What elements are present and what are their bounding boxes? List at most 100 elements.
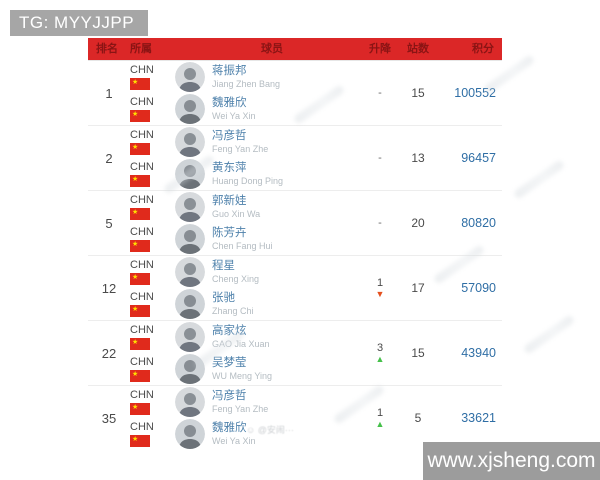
player-avatar [175, 419, 205, 449]
header-change: 升降 [369, 43, 391, 55]
table-row: 35 CHN ★ 冯彦哲 Feng Yan Zhe [88, 386, 502, 450]
affiliation: CHN ★ [130, 194, 170, 220]
player-avatar [175, 322, 205, 352]
player-pair: CHN ★ 冯彦哲 Feng Yan Zhe CHN ★ [130, 386, 362, 450]
rank-value: 35 [101, 410, 117, 426]
player-name-pinyin: Wei Ya Xin [212, 435, 256, 446]
china-flag-icon: ★ [130, 143, 150, 155]
rank-value: 5 [105, 215, 113, 231]
player-name-cn: 郭新娃 [212, 194, 247, 207]
change-value: 1 [376, 407, 384, 419]
player: CHN ★ 郭新娃 Guo Xin Wa [130, 191, 362, 223]
player-names: 程星 Cheng Xing [212, 260, 259, 285]
ranking-table: 排名 所属 球员 升降 站数 积分 1 CHN ★ [88, 38, 502, 450]
country-code: CHN [130, 226, 154, 238]
table-header-row: 排名 所属 球员 升降 站数 积分 [88, 38, 502, 60]
points-value: 80820 [461, 216, 496, 230]
player-pair: CHN ★ 蒋振邦 Jiang Zhen Bang CHN ★ [130, 61, 362, 125]
stops-value: 15 [411, 86, 425, 100]
table-row: 12 CHN ★ 程星 Cheng Xing [88, 256, 502, 321]
china-flag-icon: ★ [130, 78, 150, 90]
watermark-smudge [522, 314, 576, 355]
player-name-cn: 陈芳卉 [212, 226, 247, 239]
player-pair: CHN ★ 程星 Cheng Xing CHN ★ [130, 256, 362, 320]
header-stops: 站数 [407, 43, 429, 55]
china-flag-icon: ★ [130, 403, 150, 415]
tg-watermark-badge: TG: MYYJJPP [10, 10, 148, 36]
stops-value: 17 [411, 281, 425, 295]
stops-value: 20 [411, 216, 425, 230]
player-name-pinyin: Jiang Zhen Bang [212, 78, 281, 89]
player-name-pinyin: Wei Ya Xin [212, 110, 256, 121]
player: CHN ★ 魏雅欣 Wei Ya Xin [130, 418, 362, 450]
rank-value: 1 [105, 85, 113, 101]
china-flag-icon: ★ [130, 240, 150, 252]
player: CHN ★ 冯彦哲 Feng Yan Zhe [130, 386, 362, 418]
player-avatar [175, 289, 205, 319]
player-name-pinyin: Guo Xin Wa [212, 208, 261, 219]
rank-value: 12 [101, 280, 117, 296]
country-code: CHN [130, 421, 154, 433]
header-player: 球员 [261, 43, 283, 55]
player: CHN ★ 吴梦莹 WU Meng Ying [130, 353, 362, 385]
player-name-pinyin: Huang Dong Ping [212, 175, 284, 186]
player: CHN ★ 魏雅欣 Wei Ya Xin [130, 93, 362, 125]
player: CHN ★ 黄东萍 Huang Dong Ping [130, 158, 362, 190]
affiliation: CHN ★ [130, 421, 170, 447]
stops-value: 13 [411, 151, 425, 165]
china-flag-icon: ★ [130, 435, 150, 447]
player-avatar [175, 127, 205, 157]
player-name-cn: 魏雅欣 [212, 96, 247, 109]
china-flag-icon: ★ [130, 273, 150, 285]
affiliation: CHN ★ [130, 64, 170, 90]
player-avatar [175, 257, 205, 287]
stops-value: 15 [411, 346, 425, 360]
player-avatar [175, 159, 205, 189]
player-pair: CHN ★ 冯彦哲 Feng Yan Zhe CHN ★ [130, 126, 362, 190]
points-value: 100552 [454, 86, 496, 100]
affiliation: CHN ★ [130, 259, 170, 285]
country-code: CHN [130, 259, 154, 271]
player-name-cn: 高家炫 [212, 324, 247, 337]
weibo-watermark: ☺ @安闹··· [246, 425, 294, 435]
table-row: 22 CHN ★ 高家炫 GAO Jia Xuan [88, 321, 502, 386]
player-avatar [175, 354, 205, 384]
change-cell: - [378, 152, 382, 164]
table-row: 5 CHN ★ 郭新娃 Guo Xin Wa [88, 191, 502, 256]
player-names: 陈芳卉 Chen Fang Hui [212, 227, 273, 252]
player: CHN ★ 冯彦哲 Feng Yan Zhe [130, 126, 362, 158]
stops-value: 5 [414, 411, 422, 425]
china-flag-icon: ★ [130, 110, 150, 122]
player-name-cn: 冯彦哲 [212, 129, 247, 142]
affiliation: CHN ★ [130, 356, 170, 382]
affiliation: CHN ★ [130, 291, 170, 317]
player-names: 魏雅欣 Wei Ya Xin [212, 422, 256, 447]
player-names: 黄东萍 Huang Dong Ping [212, 162, 283, 187]
smiley-icon: ☺ [246, 425, 256, 435]
player-avatar [175, 62, 205, 92]
player-names: 高家炫 GAO Jia Xuan [212, 325, 270, 350]
change-cell: 3 ▲ [362, 342, 398, 364]
site-watermark-badge: www.xjsheng.com [423, 442, 600, 480]
player-name-pinyin: Feng Yan Zhe [212, 403, 269, 414]
player: CHN ★ 陈芳卉 Chen Fang Hui [130, 223, 362, 255]
change-cell: - [378, 217, 382, 229]
china-flag-icon: ★ [130, 175, 150, 187]
player-name-cn: 魏雅欣 [212, 421, 247, 434]
country-code: CHN [130, 291, 154, 303]
country-code: CHN [130, 356, 154, 368]
affiliation: CHN ★ [130, 161, 170, 187]
down-arrow-icon: ▼ [375, 289, 385, 299]
watermark-smudge [512, 159, 566, 200]
player-names: 吴梦莹 WU Meng Ying [212, 357, 272, 382]
country-code: CHN [130, 194, 154, 206]
player-name-pinyin: WU Meng Ying [212, 370, 273, 381]
player-avatar [175, 94, 205, 124]
rank-value: 2 [105, 150, 113, 166]
player: CHN ★ 高家炫 GAO Jia Xuan [130, 321, 362, 353]
country-code: CHN [130, 96, 154, 108]
up-arrow-icon: ▲ [375, 419, 385, 429]
player-name-cn: 蒋振邦 [212, 64, 247, 77]
change-value: 1 [376, 277, 384, 289]
